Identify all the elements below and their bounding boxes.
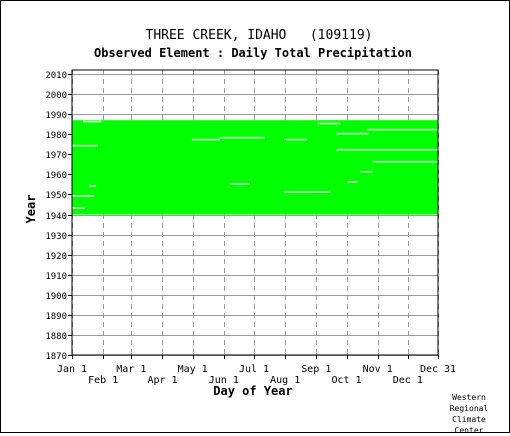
data-gap	[336, 148, 438, 151]
x-tick-label: Dec 31	[420, 364, 456, 375]
y-tick-label: 2010	[45, 71, 67, 81]
data-gap	[83, 120, 102, 123]
x-axis-ticks: Jan 1 Mar 1 May 1 Jul 1 Sep 1 Nov 1 Dec 31 Feb …	[57, 355, 456, 386]
y-tick-label: 1880	[45, 332, 67, 342]
data-gap	[317, 122, 341, 125]
credit-line: Climate	[452, 415, 486, 424]
x-tick-label: Apr 1	[147, 375, 177, 386]
data-gap	[284, 138, 308, 141]
x-tick-label: Feb 1	[88, 375, 118, 386]
credit-line: Regional	[449, 404, 489, 413]
x-axis-label: Day of Year	[213, 384, 292, 398]
data-gap	[72, 207, 86, 209]
x-tick-label: Jun 1	[209, 375, 239, 386]
data-gap	[336, 132, 369, 135]
y-tick-label: 1970	[45, 151, 67, 161]
data-gap	[72, 195, 95, 197]
chart-title: THREE CREEK, IDAHO (109119)	[146, 28, 373, 43]
x-tick-label: Jan 1	[57, 364, 87, 375]
data-gap	[72, 144, 99, 147]
y-tick-label: 1930	[45, 232, 67, 242]
data-gap	[372, 160, 438, 163]
x-tick-label: Aug 1	[270, 375, 300, 386]
x-tick-label: Jul 1	[239, 364, 269, 375]
y-axis-label: Year	[24, 195, 38, 224]
data-coverage-area	[72, 120, 438, 215]
data-gaps	[72, 120, 438, 209]
credit-line: Center	[454, 426, 484, 435]
x-tick-label: Dec 1	[393, 375, 423, 386]
y-tick-label: 1990	[45, 111, 67, 121]
y-tick-label: 1940	[45, 212, 67, 222]
data-gap	[219, 136, 266, 139]
data-area	[72, 120, 438, 215]
y-tick-label: 2000	[45, 91, 67, 101]
data-gap	[347, 180, 358, 183]
chart-subtitle: Observed Element : Daily Total Precipita…	[94, 46, 412, 60]
x-tick-label: Sep 1	[301, 364, 331, 375]
x-tick-label: Mar 1	[116, 364, 146, 375]
data-gap	[229, 182, 250, 185]
y-tick-label: 1890	[45, 312, 67, 322]
y-tick-label: 1950	[45, 191, 67, 201]
y-tick-label: 1870	[45, 352, 67, 362]
y-tick-label: 1980	[45, 131, 67, 141]
y-tick-label: 1960	[45, 171, 67, 181]
y-axis-ticks: 1870 1880 1890 1900 1910 1920 1930 1940 1950 1960…	[45, 71, 72, 362]
data-gap	[89, 185, 97, 187]
x-tick-label: Nov 1	[363, 364, 393, 375]
data-gap	[366, 128, 438, 131]
credit-label: Western Regional Climate Center	[439, 392, 499, 436]
y-tick-label: 1910	[45, 272, 67, 282]
credit-line: Western	[452, 393, 486, 402]
x-tick-label: Oct 1	[331, 375, 361, 386]
y-tick-label: 1920	[45, 252, 67, 262]
y-tick-label: 1900	[45, 292, 67, 302]
data-gap	[284, 191, 331, 193]
data-gap	[360, 170, 373, 173]
data-gap	[191, 138, 220, 141]
x-tick-label: May 1	[178, 364, 208, 375]
